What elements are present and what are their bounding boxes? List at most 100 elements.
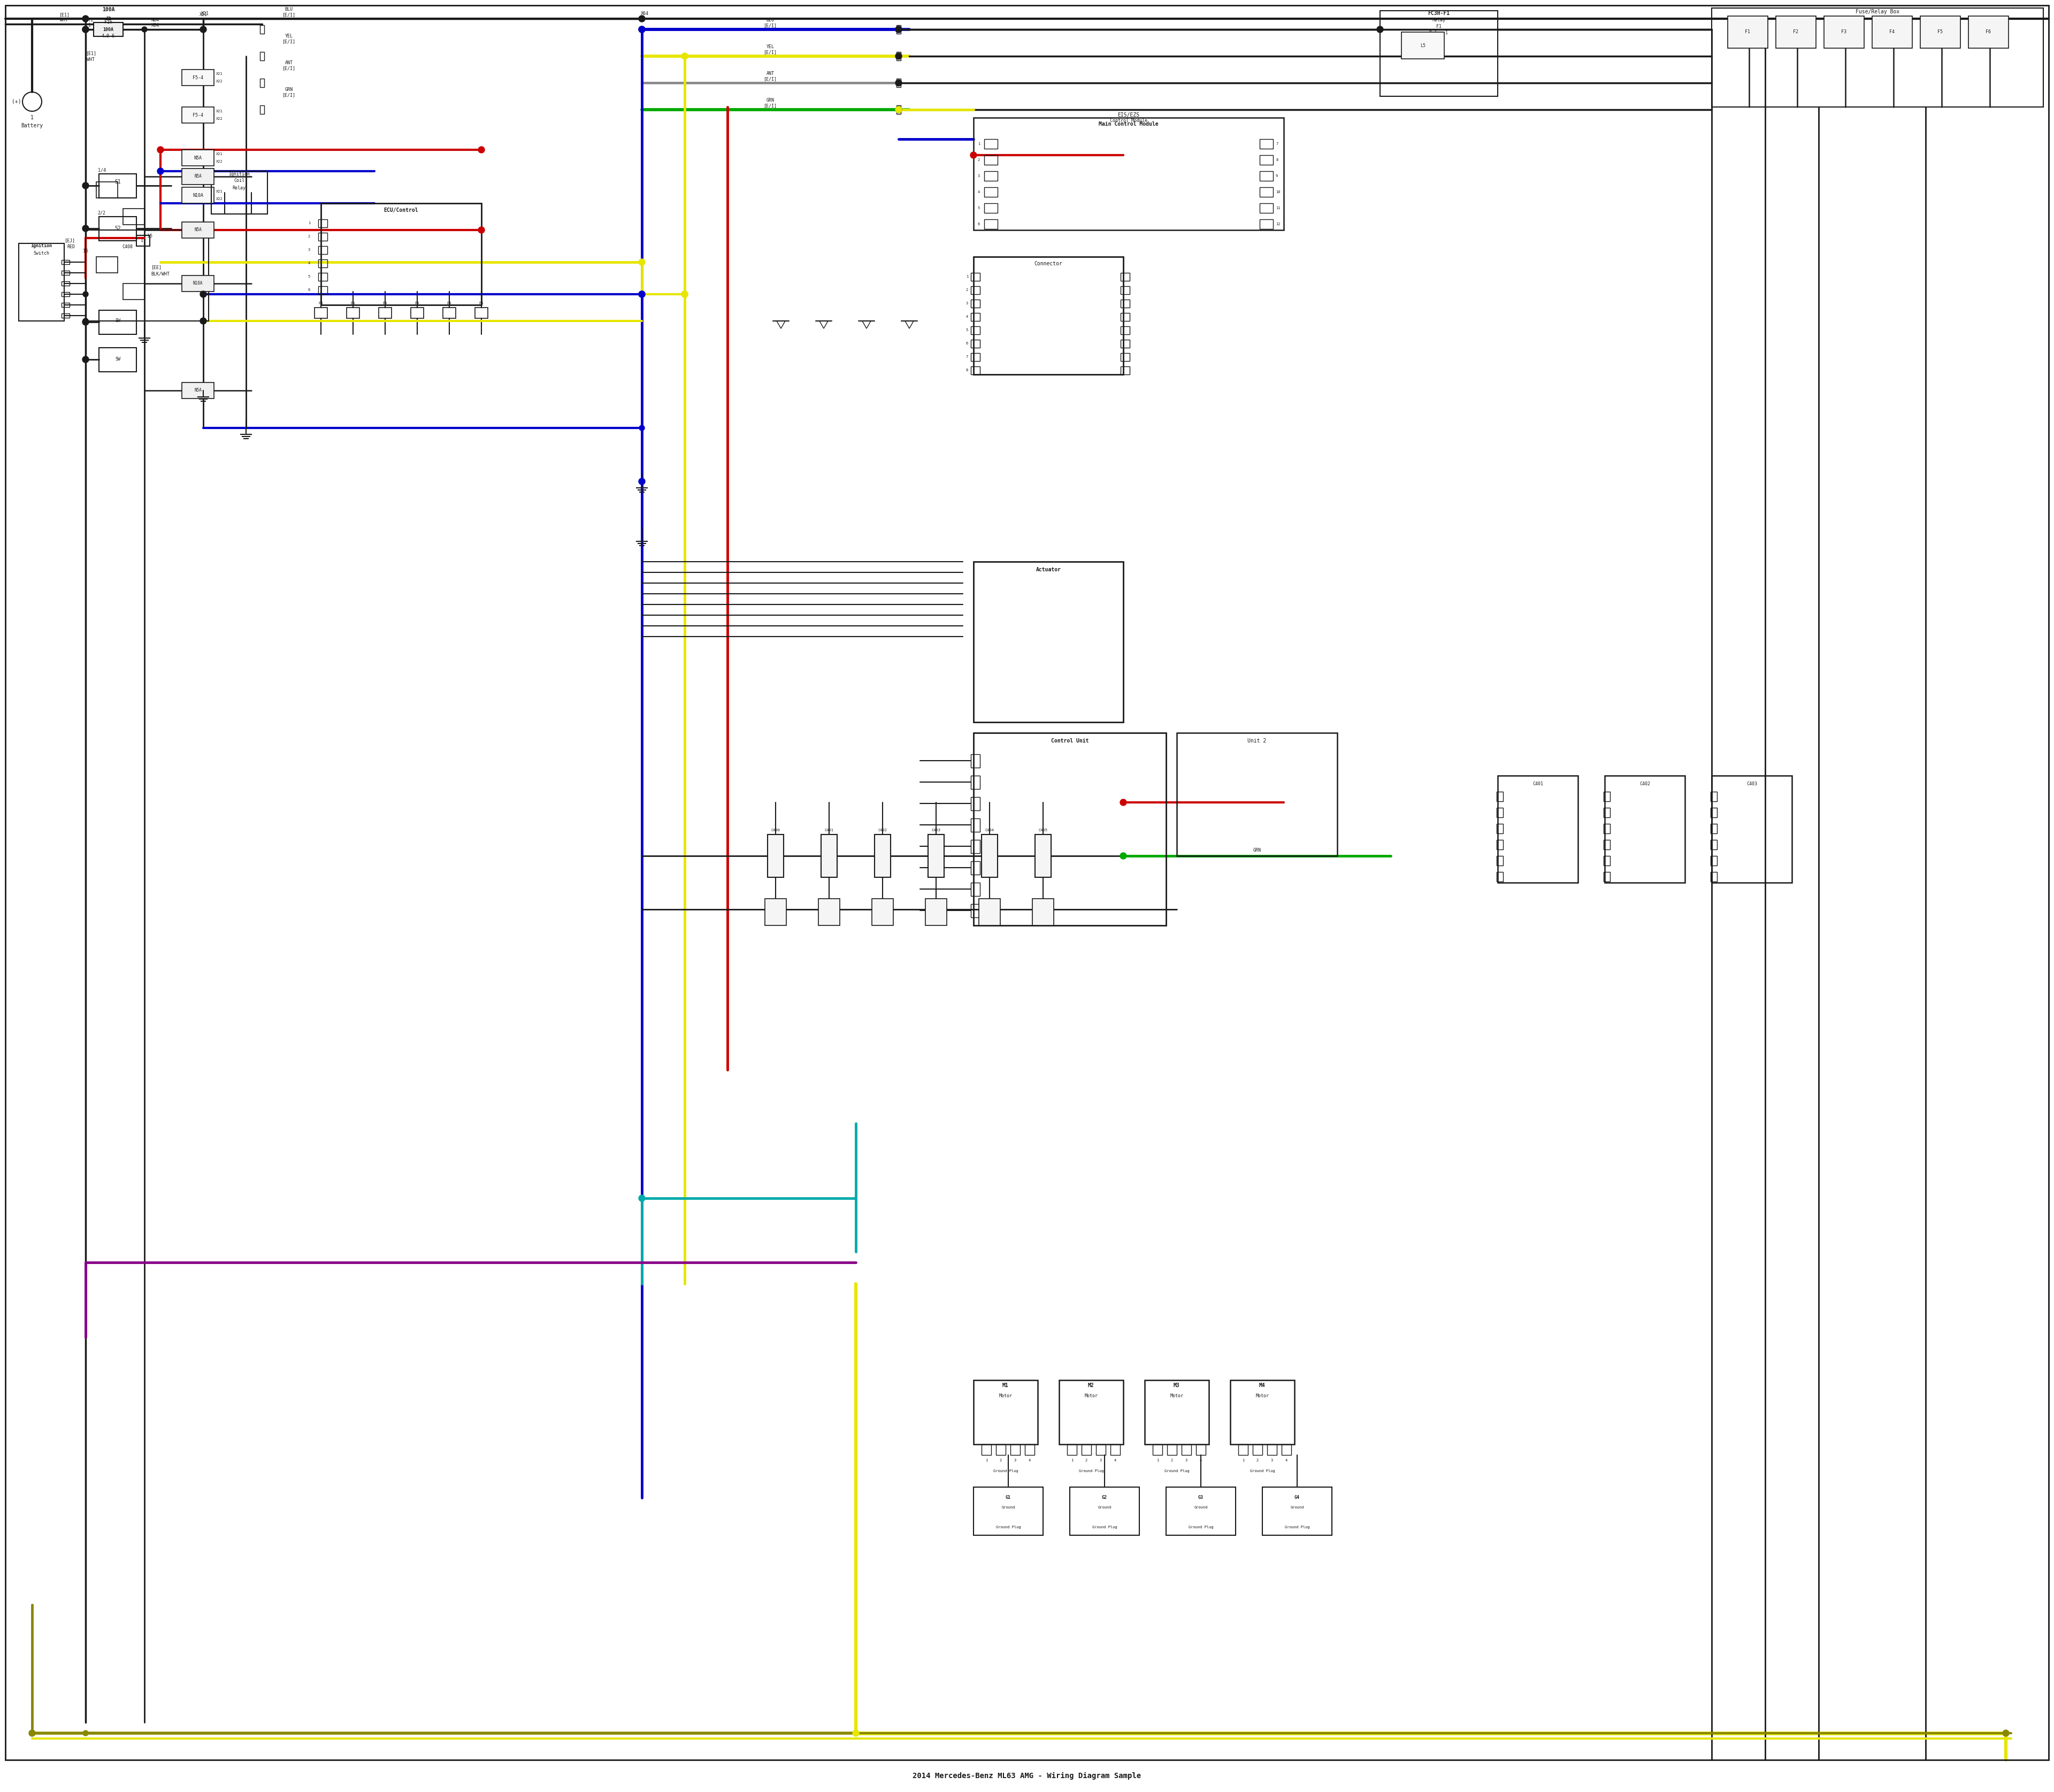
- Bar: [99, 217, 136, 240]
- Text: 1: 1: [986, 1459, 988, 1462]
- Bar: [984, 202, 998, 213]
- Circle shape: [199, 317, 207, 324]
- Circle shape: [639, 16, 645, 22]
- Text: F5-4: F5-4: [193, 113, 203, 118]
- Text: 2014 Mercedes-Benz ML63 AMG - Wiring Diagram Sample: 2014 Mercedes-Benz ML63 AMG - Wiring Dia…: [912, 1772, 1142, 1779]
- Bar: [183, 70, 214, 86]
- Text: X21: X21: [216, 152, 222, 156]
- Bar: [411, 308, 423, 319]
- Bar: [1380, 11, 1497, 97]
- Circle shape: [682, 54, 688, 59]
- Bar: [1177, 733, 1337, 857]
- Circle shape: [29, 1729, 35, 1736]
- Bar: [982, 835, 998, 878]
- Text: ANT: ANT: [766, 72, 774, 77]
- Text: C402: C402: [877, 828, 887, 831]
- Text: 1: 1: [1243, 1459, 1245, 1462]
- Bar: [1230, 1380, 1294, 1444]
- Circle shape: [82, 357, 88, 362]
- Bar: [1259, 156, 1273, 165]
- Text: ANT: ANT: [286, 61, 294, 66]
- Bar: [974, 118, 1284, 229]
- Text: 3: 3: [1015, 1459, 1017, 1462]
- Circle shape: [82, 1731, 88, 1736]
- Text: 1: 1: [1070, 1459, 1072, 1462]
- Text: X21: X21: [201, 11, 210, 16]
- Text: Switch: Switch: [33, 251, 49, 256]
- Bar: [1711, 776, 1791, 883]
- Bar: [982, 1444, 992, 1455]
- Text: 1: 1: [965, 274, 967, 278]
- Bar: [1097, 1444, 1105, 1455]
- Circle shape: [199, 290, 207, 297]
- Bar: [972, 903, 980, 918]
- Bar: [1181, 1444, 1191, 1455]
- Text: 6: 6: [965, 342, 967, 346]
- Circle shape: [82, 27, 88, 32]
- Bar: [99, 174, 136, 197]
- Text: Ground Plug: Ground Plug: [1165, 1469, 1189, 1473]
- Bar: [212, 172, 267, 213]
- Text: Ground Plug: Ground Plug: [1093, 1525, 1117, 1529]
- Bar: [1152, 1444, 1163, 1455]
- Bar: [764, 898, 787, 925]
- Text: C404: C404: [986, 828, 994, 831]
- Text: F1n: F1n: [105, 20, 113, 25]
- Bar: [822, 835, 838, 878]
- Bar: [1711, 7, 2044, 108]
- Text: Motor: Motor: [1085, 1394, 1099, 1398]
- Text: C401: C401: [824, 828, 834, 831]
- Bar: [896, 79, 902, 88]
- Bar: [318, 246, 327, 254]
- Bar: [99, 310, 136, 335]
- Bar: [984, 140, 998, 149]
- Bar: [996, 1444, 1006, 1455]
- Bar: [18, 244, 64, 321]
- Text: 7: 7: [965, 355, 967, 358]
- Bar: [97, 256, 117, 272]
- Text: WHT: WHT: [60, 18, 68, 23]
- Bar: [318, 287, 327, 294]
- Bar: [1497, 776, 1577, 883]
- Text: [E/I]: [E/I]: [281, 13, 296, 18]
- Text: Ground: Ground: [1193, 1505, 1208, 1509]
- Text: F4: F4: [1890, 30, 1894, 34]
- Text: F1: F1: [1744, 30, 1750, 34]
- Text: YEL: YEL: [766, 45, 774, 50]
- Bar: [444, 308, 456, 319]
- Bar: [1711, 857, 1717, 866]
- Text: [E/I]: [E/I]: [764, 50, 776, 56]
- Text: F5-4: F5-4: [193, 75, 203, 81]
- Text: 4: 4: [1029, 1459, 1031, 1462]
- Text: [EJ]: [EJ]: [64, 238, 74, 244]
- Text: 9: 9: [1276, 174, 1278, 177]
- Text: 4: 4: [1113, 1459, 1117, 1462]
- Circle shape: [639, 260, 645, 265]
- Text: Relay 1: Relay 1: [1430, 30, 1448, 36]
- Bar: [984, 186, 998, 197]
- Bar: [1920, 16, 1960, 48]
- Text: 1: 1: [31, 115, 33, 120]
- Bar: [984, 156, 998, 165]
- Circle shape: [896, 106, 902, 113]
- Bar: [1082, 1444, 1091, 1455]
- Bar: [1711, 792, 1717, 801]
- Text: Control Module: Control Module: [1109, 118, 1148, 124]
- Bar: [347, 308, 359, 319]
- Bar: [1121, 314, 1130, 321]
- Text: Unit 2: Unit 2: [1247, 738, 1267, 744]
- Bar: [99, 348, 136, 371]
- Bar: [1267, 1444, 1278, 1455]
- Bar: [972, 326, 980, 335]
- Bar: [972, 776, 980, 788]
- Bar: [1604, 776, 1684, 883]
- Text: 6: 6: [978, 222, 980, 226]
- Bar: [1121, 366, 1130, 375]
- Bar: [318, 233, 327, 240]
- Text: F3: F3: [1840, 30, 1847, 34]
- Text: M4: M4: [1259, 1383, 1265, 1389]
- Text: [EE]: [EE]: [150, 265, 162, 271]
- Circle shape: [82, 183, 88, 188]
- Circle shape: [639, 1195, 645, 1201]
- Text: 4: 4: [965, 315, 967, 319]
